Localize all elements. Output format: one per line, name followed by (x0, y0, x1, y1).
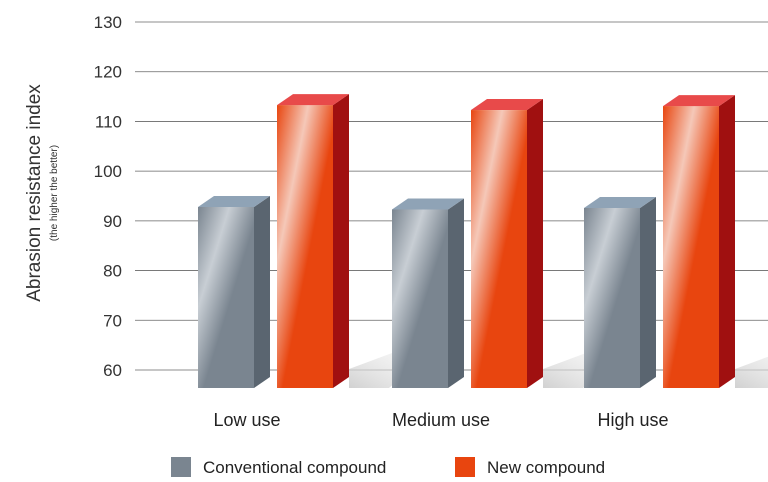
legend-label-conventional: Conventional compound (203, 458, 386, 477)
bar-0-2 (584, 196, 656, 388)
legend-swatch-conventional (171, 457, 191, 477)
y-tick-label-80: 80 (103, 262, 122, 281)
bar-side-0-0 (254, 196, 270, 388)
x-tick-label-1: Medium use (392, 410, 490, 430)
bar-shadow-2 (735, 356, 768, 388)
legend: Conventional compound New compound (171, 457, 605, 477)
bar-1-0 (277, 94, 349, 388)
y-tick-label-90: 90 (103, 212, 122, 231)
y-axis-ticks: 60 70 80 90 100 110 120 130 (94, 13, 122, 380)
bar-side-1-0 (333, 94, 349, 388)
bar-front-0-2 (584, 207, 640, 388)
bar-0-1 (392, 198, 464, 388)
bar-top-1-2 (663, 95, 735, 107)
bar-front-1-2 (663, 106, 719, 388)
bar-front-1-1 (471, 110, 527, 389)
y-tick-label-130: 130 (94, 13, 122, 32)
bar-top-0-1 (392, 198, 464, 210)
x-tick-label-2: High use (597, 410, 668, 430)
y-axis-sublabel: (the higher the better) (49, 145, 60, 241)
bar-front-1-0 (277, 105, 333, 388)
bar-1-2 (663, 95, 735, 388)
bar-side-1-1 (527, 99, 543, 389)
bar-top-1-1 (471, 99, 543, 111)
bar-top-1-0 (277, 94, 349, 106)
y-tick-label-70: 70 (103, 311, 122, 330)
bar-top-0-2 (584, 196, 656, 208)
legend-swatch-new (455, 457, 475, 477)
y-tick-label-110: 110 (95, 112, 122, 131)
bar-1-1 (471, 99, 543, 389)
bars (198, 94, 735, 389)
bar-front-0-1 (392, 209, 448, 388)
bar-0-0 (198, 196, 270, 388)
bar-side-0-2 (640, 196, 656, 388)
bar-side-1-2 (719, 95, 735, 388)
x-axis-categories: Low use Medium use High use (213, 410, 668, 430)
y-tick-label-100: 100 (94, 162, 122, 181)
legend-label-new: New compound (487, 458, 605, 477)
bar-side-0-1 (448, 198, 464, 388)
bar-top-0-0 (198, 196, 270, 207)
bar-front-0-0 (198, 207, 254, 388)
y-axis-label: Abrasion resistance index (24, 84, 45, 302)
y-tick-label-60: 60 (103, 361, 122, 380)
y-tick-label-120: 120 (94, 63, 122, 82)
x-tick-label-0: Low use (213, 410, 280, 430)
